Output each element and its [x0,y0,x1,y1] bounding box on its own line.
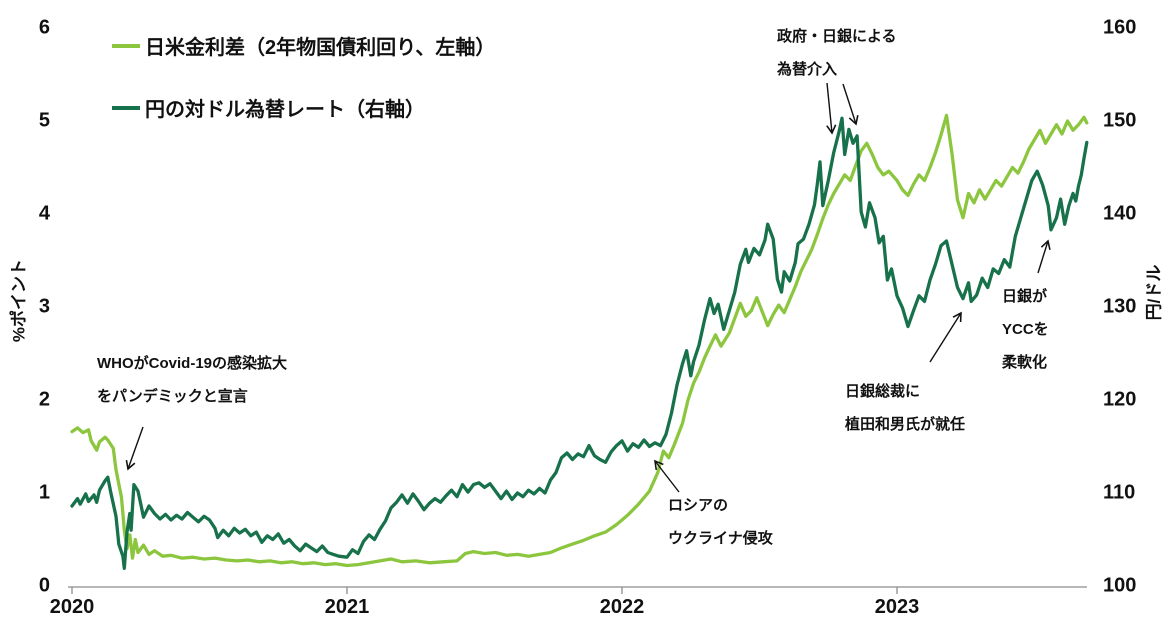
annotation-line: WHOがCovid-19の感染拡大 [97,355,288,372]
annotation-line: 為替介入 [777,61,838,78]
legend-swatch-icon [112,43,140,48]
annotation-arrow-russia [654,459,680,493]
right-tick-130: 130 [1103,295,1137,318]
annotation-line: をパンデミックと宣言 [97,388,248,405]
left-axis-title: %ポイント [9,258,29,343]
right-tick-110: 110 [1103,481,1136,504]
annotation-ycc: 日銀が YCCを柔軟化 [1002,280,1049,379]
annotation-intervention: 政府・日銀による 為替介入 [777,20,897,86]
annotation-ueda: 日銀総裁に植田和男氏が就任 [845,375,965,441]
left-tick-2: 2 [38,388,50,411]
series-line-rate-differential [70,113,1089,568]
x-tick-2021: 2021 [324,596,370,618]
left-tick-4: 4 [38,202,50,225]
annotation-arrows [125,82,1051,493]
right-tick-150: 150 [1103,109,1137,132]
right-tick-100: 100 [1103,574,1137,597]
annotation-arrow-ueda [929,311,962,363]
left-tick-0: 0 [38,574,50,597]
left-tick-3: 3 [38,295,50,318]
annotation-line: 日銀が [1002,288,1048,305]
legend-item-1: 円の対ドル為替レート（右軸） [112,93,425,122]
annotation-who: WHOがCovid-19の感染拡大 をパンデミックと宣言 [97,347,287,413]
left-tick-6: 6 [38,16,50,39]
series-line-yen-dollar [70,116,1089,570]
annotation-line: ウクライナ侵攻 [668,530,773,547]
annotation-arrow-intervention [826,82,837,135]
annotation-line: ロシアの [668,497,729,514]
right-axis-title: 円/ドル [1144,264,1164,321]
right-tick-140: 140 [1103,202,1137,225]
annotation-line: 柔軟化 [1002,354,1048,371]
annotation-arrow-ycc [1037,239,1051,274]
annotation-russia: ロシアのウクライナ侵攻 [668,489,773,555]
x-tick-2023: 2023 [874,596,920,618]
annotation-line: 植田和男氏が就任 [845,416,966,433]
right-tick-120: 120 [1103,388,1137,411]
legend-label: 日米金利差（2年物国債利回り、左軸） [145,37,496,59]
annotation-arrow-who [125,426,144,471]
x-tick-2020: 2020 [49,596,95,618]
annotation-line: YCCを [1002,321,1049,338]
annotation-line: 政府・日銀による [777,28,897,45]
chart-series [70,113,1089,570]
legend-item-0: 日米金利差（2年物国債利回り、左軸） [112,31,495,60]
legend-swatch-icon [112,105,140,110]
x-tick-2022: 2022 [599,596,645,618]
x-axis [68,586,1087,594]
left-tick-1: 1 [38,481,50,504]
annotation-arrow-intervention [842,83,859,126]
left-tick-5: 5 [38,109,50,132]
right-tick-160: 160 [1103,16,1137,39]
annotation-line: 日銀総裁に [845,383,921,400]
legend-label: 円の対ドル為替レート（右軸） [145,99,425,121]
